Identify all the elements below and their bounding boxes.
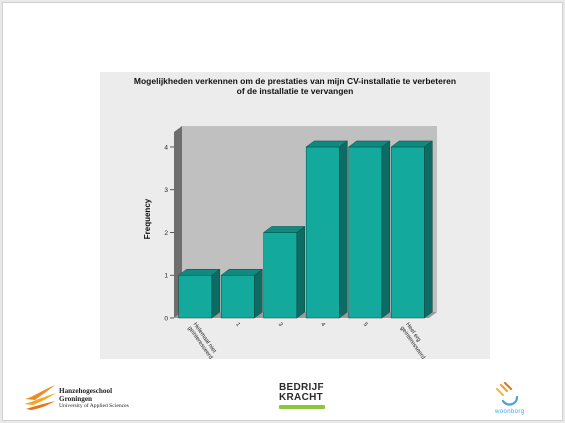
hanze-flame-icon xyxy=(24,385,56,410)
y-tick-label: 4 xyxy=(164,144,168,151)
x-tick-label: 5 xyxy=(362,322,369,328)
bar-front xyxy=(348,146,383,319)
bedrijfkracht-line-1: BEDRIJF xyxy=(279,382,324,393)
bar-front xyxy=(263,232,298,319)
y-axis-label: Frequency xyxy=(143,198,152,239)
x-tick-label: 1 xyxy=(234,322,241,328)
bar-front xyxy=(305,146,340,319)
bar-side xyxy=(296,225,306,319)
hanze-name: Hanzehogeschool xyxy=(59,387,113,395)
bar-front xyxy=(178,274,213,319)
bar-chart: 0 1 2 3 4 Frequency Helemaal nietgeïnteresseer… xyxy=(143,126,437,359)
bar-side xyxy=(254,268,263,319)
bar-top xyxy=(305,140,349,148)
bar-side xyxy=(211,268,221,319)
chart-title-line-1: Mogelijkheden verkennen om de prestaties… xyxy=(133,76,457,86)
y-tick-label: 3 xyxy=(164,187,168,194)
bar-top xyxy=(220,268,264,276)
hanze-subtitle: University of Applied Sciences xyxy=(59,403,129,409)
x-tick-label: 3 xyxy=(277,322,284,328)
bar-top xyxy=(262,226,306,233)
x-tick-label: Helemaal nietgeïnteresseerd xyxy=(186,322,218,359)
chart-title-line-2: of de installatie te vervangen xyxy=(236,86,354,96)
hanze-logo: Hanzehogeschool Groningen University of … xyxy=(23,383,183,419)
bar-side xyxy=(381,140,391,319)
bar-front xyxy=(390,146,425,319)
bar-top xyxy=(177,268,221,276)
bar-front xyxy=(220,274,255,319)
x-tick-label: Heel erggeïnteresseerd xyxy=(399,322,431,359)
woonborg-mark-icon xyxy=(495,381,519,406)
footer-logos: Hanzehogeschool Groningen University of … xyxy=(3,379,562,420)
bar-top xyxy=(390,140,434,148)
bar-top xyxy=(347,140,391,148)
bar-side xyxy=(424,140,433,319)
y-tick-label: 0 xyxy=(164,316,168,323)
bedrijfkracht-line-2: KRACHT xyxy=(279,392,324,403)
bedrijfkracht-green-bar xyxy=(279,405,325,409)
hanze-city: Groningen xyxy=(59,395,93,403)
x-tick-label: 4 xyxy=(319,322,326,329)
chart-container: Mogelijkheden verkennen om de prestaties… xyxy=(100,72,490,359)
woonborg-logo: woonborg xyxy=(489,381,539,419)
plot-left-wall xyxy=(174,126,182,318)
woonborg-name: woonborg xyxy=(495,409,525,415)
bar-side xyxy=(339,140,348,319)
y-tick-label: 1 xyxy=(164,273,168,280)
bedrijfkracht-logo: BEDRIJF KRACHT xyxy=(279,383,335,419)
y-tick-label: 2 xyxy=(164,230,168,237)
chart-title: Mogelijkheden verkennen om de prestaties… xyxy=(100,76,490,96)
